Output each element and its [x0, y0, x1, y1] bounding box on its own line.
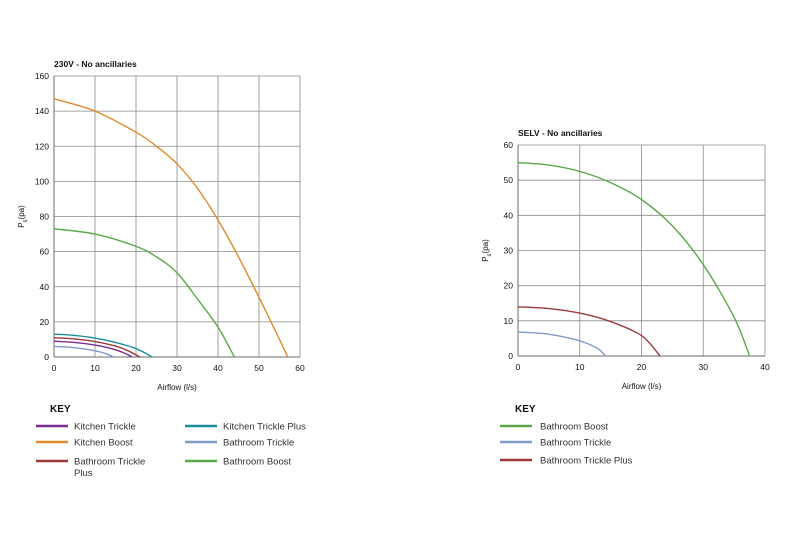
y-axis-label: Ps(pa): [481, 239, 493, 262]
x-tick-label: 0: [52, 363, 57, 373]
y-tick-label: 160: [35, 71, 49, 81]
key-heading: KEY: [50, 404, 71, 415]
y-tick-label: 140: [35, 106, 49, 116]
series-line-kitchen-trickle-plus: [53, 333, 153, 358]
legend-label-kitchen-trickle-plus: Kitchen Trickle Plus: [223, 422, 306, 433]
legend-label-kitchen-trickle: Kitchen Trickle: [74, 422, 136, 433]
y-tick-label: 40: [504, 210, 514, 220]
legend-label-kitchen-boost: Kitchen Boost: [74, 438, 133, 449]
y-tick-label: 50: [504, 175, 514, 185]
y-tick-label: 0: [508, 351, 513, 361]
y-tick-label: 80: [40, 212, 50, 222]
x-tick-label: 60: [295, 363, 305, 373]
legend-label-bathroom-trickle: Bathroom Trickle: [223, 438, 294, 449]
series-line-bathroom-trickle-plus: [517, 306, 661, 357]
chart-title: 230V - No ancillaries: [54, 59, 137, 69]
x-tick-label: 30: [172, 363, 182, 373]
x-tick-label: 20: [131, 363, 141, 373]
key-selv: KEY Bathroom Boost Bathroom Trickle Bathroo…: [500, 404, 633, 467]
series-line-bathroom-trickle: [53, 345, 114, 358]
y-tick-label: 60: [40, 247, 50, 257]
y-tick-label: 20: [40, 317, 50, 327]
series-line-bathroom-boost: [517, 161, 751, 357]
y-tick-label: 30: [504, 246, 514, 256]
y-tick-label: 40: [40, 282, 50, 292]
y-tick-label: 120: [35, 141, 49, 151]
chart-selv: 0 10 20 30 40 0 10 20 30 40 50 60 SELV - No ancillar…: [481, 128, 770, 391]
x-axis-label: Airflow (l/s): [622, 382, 662, 391]
series-line-bathroom-trickle-plus: [53, 336, 141, 358]
x-tick-label: 10: [575, 362, 585, 372]
legend-label-bathroom-trickle: Bathroom Trickle: [540, 438, 611, 449]
chart-230v: 0 10 20 30 40 50 60 0 20 40 60 80 100 120 140 160 230V -…: [17, 59, 305, 392]
legend-label-bathroom-trickle-plus: Bathroom Trickle Plus: [540, 456, 633, 467]
x-tick-label: 20: [637, 362, 647, 372]
legend-label-bathroom-boost: Bathroom Boost: [540, 422, 608, 433]
y-tick-label: 20: [504, 281, 514, 291]
x-tick-label: 30: [699, 362, 709, 372]
x-tick-label: 40: [213, 363, 223, 373]
series-line-bathroom-trickle: [517, 331, 607, 357]
series-line-kitchen-boost: [53, 98, 289, 358]
y-tick-label: 0: [44, 352, 49, 362]
y-axis-label: Ps(pa): [17, 205, 29, 228]
legend-label-bathroom-boost: Bathroom Boost: [223, 457, 291, 468]
series-line-bathroom-boost: [53, 228, 236, 358]
x-axis-label: Airflow (l/s): [157, 383, 197, 392]
x-tick-label: 10: [90, 363, 100, 373]
key-heading: KEY: [515, 404, 536, 415]
y-tick-label: 10: [504, 316, 514, 326]
series-line-kitchen-trickle: [53, 340, 133, 358]
y-tick-label: 100: [35, 176, 49, 186]
legend-label-bathroom-trickle-plus: Bathroom Trickle Plus: [74, 457, 145, 480]
x-tick-label: 50: [254, 363, 264, 373]
x-tick-label: 40: [760, 362, 770, 372]
x-tick-label: 0: [516, 362, 521, 372]
chart-title: SELV - No ancillaries: [518, 128, 603, 138]
y-tick-label: 60: [504, 140, 514, 150]
